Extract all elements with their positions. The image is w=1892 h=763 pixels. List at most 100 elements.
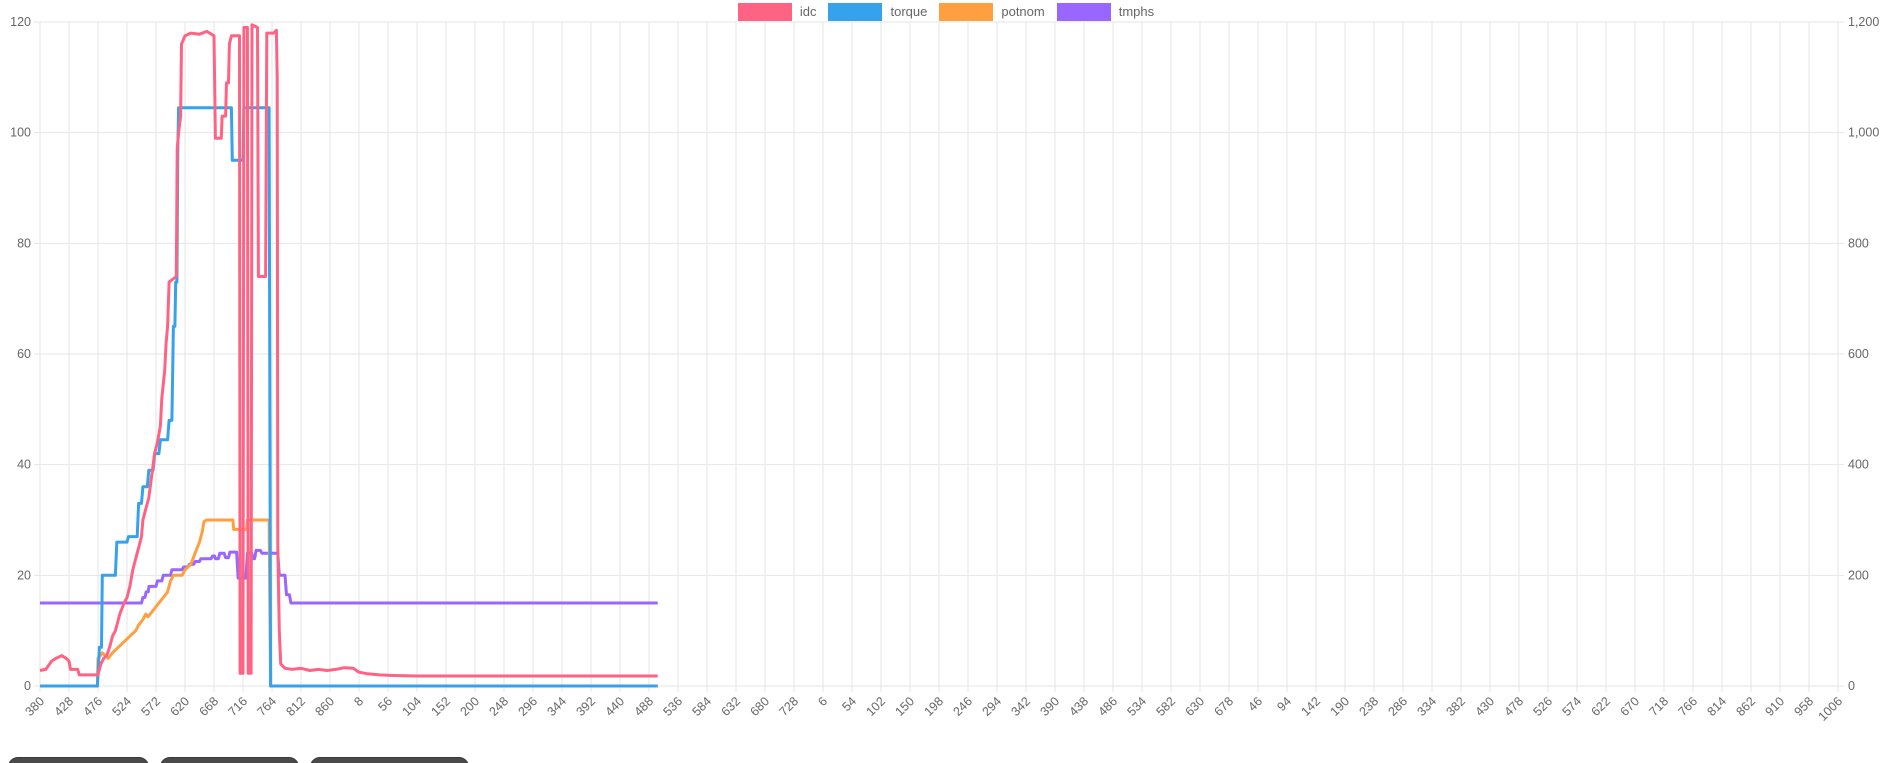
right-axis-tick-label: 200 — [1848, 568, 1869, 582]
x-axis-tick-label: 296 — [515, 694, 540, 719]
x-axis-tick-label: 716 — [225, 694, 250, 719]
x-axis-tick-label: 766 — [1675, 694, 1700, 719]
x-axis-tick-label: 438 — [1066, 694, 1091, 719]
x-axis-tick-label: 334 — [1414, 694, 1439, 719]
bottom-button-3[interactable] — [310, 757, 469, 763]
x-axis-tick-label: 286 — [1385, 694, 1410, 719]
right-axis-tick-label: 1,000 — [1848, 126, 1879, 140]
x-axis-tick-label: 478 — [1501, 694, 1526, 719]
x-axis-tick-label: 630 — [1182, 694, 1207, 719]
x-axis-tick-label: 584 — [689, 694, 714, 719]
x-axis-tick-label: 94 — [1274, 694, 1294, 714]
x-axis-tick-label: 246 — [950, 694, 975, 719]
x-axis-tick-label: 152 — [428, 694, 453, 719]
left-axis-tick-label: 60 — [17, 347, 31, 361]
x-axis-tick-label: 486 — [1095, 694, 1120, 719]
x-axis-tick-label: 670 — [1617, 694, 1642, 719]
legend-label: idc — [799, 4, 817, 19]
legend-swatch-potnom — [939, 3, 994, 21]
x-axis-tick-label: 582 — [1153, 694, 1178, 719]
x-axis-tick-label: 958 — [1791, 694, 1816, 719]
right-axis-tick-label: 600 — [1848, 347, 1869, 361]
legend-label: potnom — [1001, 4, 1045, 19]
legend-item-potnom[interactable]: potnom — [939, 3, 1045, 21]
x-axis-tick-label: 54 — [839, 694, 859, 714]
x-axis-tick-label: 190 — [1327, 694, 1352, 719]
x-axis-tick-label: 536 — [660, 694, 685, 719]
x-axis-tick-label: 6 — [815, 694, 830, 709]
legend-swatch-tmphs — [1056, 3, 1111, 21]
left-axis-tick-label: 100 — [10, 126, 31, 140]
x-axis-tick-label: 102 — [863, 694, 888, 719]
x-axis-tick-label: 150 — [892, 694, 917, 719]
x-axis-tick-label: 104 — [399, 694, 424, 719]
x-axis-tick-label: 390 — [1037, 694, 1062, 719]
x-axis-tick-label: 476 — [80, 694, 105, 719]
bottom-button-2[interactable] — [160, 757, 299, 763]
x-axis-tick-label: 526 — [1530, 694, 1555, 719]
x-axis-tick-label: 812 — [283, 694, 308, 719]
left-axis-tick-label: 20 — [17, 568, 31, 582]
x-axis-tick-label: 248 — [486, 694, 511, 719]
x-axis-tick-label: 632 — [718, 694, 743, 719]
left-axis-tick-label: 0 — [24, 679, 31, 693]
x-axis-tick-label: 382 — [1443, 694, 1468, 719]
x-axis-tick-label: 534 — [1124, 694, 1149, 719]
x-axis-tick-label: 1006 — [1816, 694, 1846, 724]
x-axis-tick-label: 344 — [544, 694, 569, 719]
x-axis-tick-label: 198 — [921, 694, 946, 719]
right-axis-tick-label: 0 — [1848, 679, 1855, 693]
left-axis-tick-label: 40 — [17, 458, 31, 472]
x-axis-tick-label: 728 — [776, 694, 801, 719]
x-axis-tick-label: 862 — [1733, 694, 1758, 719]
legend-swatch-torque — [828, 3, 883, 21]
x-axis-tick-label: 680 — [747, 694, 772, 719]
chart-legend: idc torque potnom tmphs — [0, 2, 1892, 22]
x-axis-tick-label: 428 — [51, 694, 76, 719]
x-axis-tick-label: 238 — [1356, 694, 1381, 719]
legend-item-idc[interactable]: idc — [737, 3, 817, 21]
x-axis-tick-label: 678 — [1211, 694, 1236, 719]
legend-item-torque[interactable]: torque — [828, 3, 927, 21]
bottom-button-1[interactable] — [8, 757, 149, 763]
x-axis-tick-label: 380 — [22, 694, 47, 719]
legend-swatch-idc — [737, 3, 792, 21]
x-axis-tick-label: 860 — [312, 694, 337, 719]
series-line-torque — [40, 106, 658, 688]
x-axis-tick-label: 668 — [196, 694, 221, 719]
left-axis-tick-label: 80 — [17, 236, 31, 250]
legend-item-tmphs[interactable]: tmphs — [1056, 3, 1155, 21]
x-axis-tick-label: 200 — [457, 694, 482, 719]
x-axis-tick-label: 764 — [254, 694, 279, 719]
x-axis-tick-label: 488 — [631, 694, 656, 719]
x-axis-tick-label: 392 — [573, 694, 598, 719]
x-axis-tick-label: 574 — [1559, 694, 1584, 719]
x-axis-tick-label: 56 — [375, 694, 395, 714]
x-axis-tick-label: 718 — [1646, 694, 1671, 719]
x-axis-tick-label: 430 — [1472, 694, 1497, 719]
x-axis-tick-label: 572 — [138, 694, 163, 719]
x-axis-tick-label: 620 — [167, 694, 192, 719]
right-axis-tick-label: 800 — [1848, 236, 1869, 250]
x-axis-tick-label: 142 — [1298, 694, 1323, 719]
legend-label: torque — [890, 4, 928, 19]
x-axis-tick-label: 294 — [979, 694, 1004, 719]
left-axis-tick-label: 120 — [10, 15, 31, 29]
x-axis-tick-label: 440 — [602, 694, 627, 719]
x-axis-tick-label: 342 — [1008, 694, 1033, 719]
x-axis-tick-label: 814 — [1704, 694, 1729, 719]
x-axis-tick-label: 8 — [351, 694, 366, 709]
legend-label: tmphs — [1118, 4, 1155, 19]
series-line-idc — [39, 23, 658, 678]
x-axis-tick-label: 46 — [1245, 694, 1265, 714]
x-axis-tick-label: 622 — [1588, 694, 1613, 719]
right-axis-tick-label: 1,200 — [1848, 15, 1879, 29]
x-axis-tick-label: 524 — [109, 694, 134, 719]
right-axis-tick-label: 400 — [1848, 458, 1869, 472]
series-line-tmphs — [40, 548, 658, 605]
series-line-potnom — [40, 518, 658, 688]
gridlines — [34, 21, 1844, 692]
